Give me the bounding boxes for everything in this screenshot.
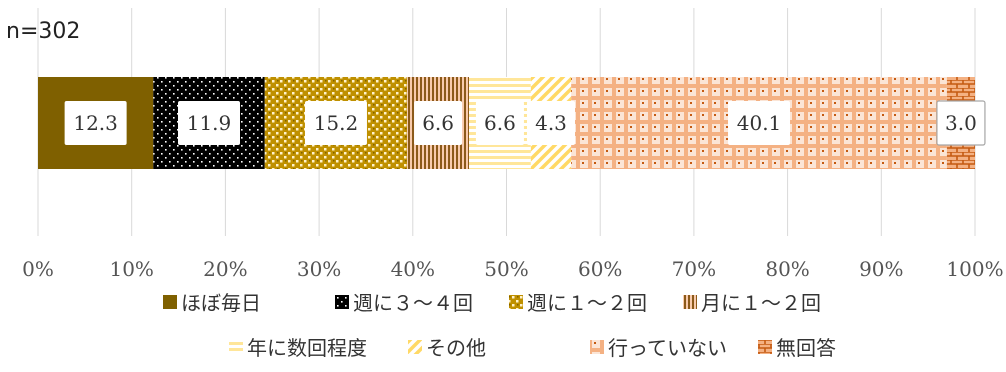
legend-swatch <box>509 295 523 309</box>
data-label: 11.9 <box>187 111 232 135</box>
x-tick-label: 60% <box>578 257 622 281</box>
legend-swatch <box>408 340 422 354</box>
x-tick-label: 0% <box>22 257 54 281</box>
x-tick-label: 20% <box>203 257 247 281</box>
data-label-box <box>936 100 986 146</box>
legend-label: 行っていない <box>608 336 727 360</box>
data-label-box <box>304 101 367 145</box>
data-label-box <box>178 101 241 145</box>
data-label: 6.6 <box>484 111 516 135</box>
legend-label: 週に１～２回 <box>527 291 647 315</box>
sample-size-label: n=302 <box>6 19 80 44</box>
legend-label: 月に１～２回 <box>701 291 821 315</box>
data-label-box <box>475 101 524 145</box>
legend-swatch <box>229 340 243 354</box>
x-tick-label: 10% <box>109 257 153 281</box>
x-tick-label: 30% <box>297 257 341 281</box>
data-label: 15.2 <box>314 111 359 135</box>
data-label: 40.1 <box>737 111 782 135</box>
legend-swatch <box>335 295 349 309</box>
data-label-box <box>728 101 791 145</box>
data-label: 6.6 <box>422 111 454 135</box>
legend-swatch <box>590 340 604 354</box>
x-tick-label: 90% <box>859 257 903 281</box>
x-tick-label: 70% <box>672 257 716 281</box>
x-tick-label: 50% <box>484 257 528 281</box>
legend-swatch <box>683 295 697 309</box>
legend-swatch <box>758 340 772 354</box>
legend-swatch <box>163 295 177 309</box>
legend-label: 無回答 <box>776 336 836 360</box>
x-axis-tick-labels: 0% 10% 20% 30% 40% 50% 60% 70% 80% 90% 100% <box>22 257 1003 281</box>
x-tick-label: 40% <box>391 257 435 281</box>
data-label: 3.0 <box>945 111 977 135</box>
data-label-box <box>527 101 576 145</box>
legend-label: 週に３～４回 <box>353 291 473 315</box>
legend-label: ほぼ毎日 <box>181 291 261 315</box>
data-label: 12.3 <box>73 111 118 135</box>
legend-label: その他 <box>426 336 486 360</box>
data-label-box <box>64 101 127 145</box>
data-labels: 12.3 11.9 15.2 6.6 6.6 4.3 40.1 3.0 <box>64 100 986 146</box>
data-label-box <box>414 101 463 145</box>
x-tick-label: 100% <box>946 257 1003 281</box>
x-tick-label: 80% <box>765 257 809 281</box>
legend-label: 年に数回程度 <box>247 336 367 360</box>
data-label: 4.3 <box>535 111 567 135</box>
